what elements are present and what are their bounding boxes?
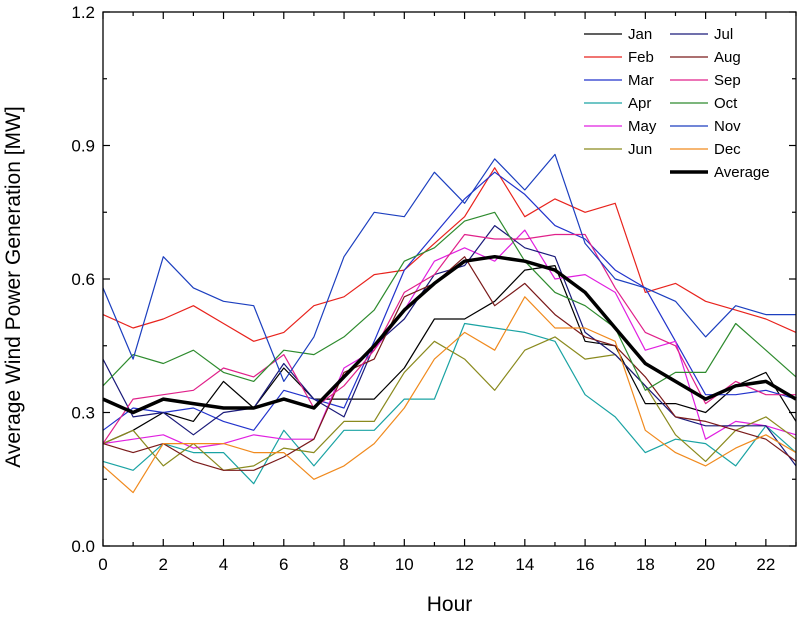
legend-label: Feb bbox=[628, 49, 654, 66]
legend-label: Jun bbox=[628, 141, 652, 158]
series-line-jun bbox=[102, 336, 797, 471]
y-axis-title: Average Wind Power Generation [MW] bbox=[2, 106, 25, 467]
legend-item-average: Average bbox=[670, 164, 770, 181]
series-line-nov bbox=[102, 153, 796, 382]
legend-label: Average bbox=[714, 164, 770, 181]
series-line-jan bbox=[102, 265, 797, 445]
series-line-average bbox=[102, 254, 797, 415]
legend-label: Jan bbox=[628, 26, 652, 43]
series-line-oct bbox=[102, 211, 797, 391]
series-layer bbox=[102, 153, 797, 494]
series-line-dec bbox=[102, 296, 797, 494]
legend: Jan Feb Mar Apr May Jun Jul Aug Sep Oct Nov Dec Aver… bbox=[584, 26, 770, 181]
legend-label: May bbox=[628, 118, 657, 135]
x-tick-label: 20 bbox=[696, 555, 715, 574]
legend-item-jul: Jul bbox=[670, 26, 733, 43]
legend-item-oct: Oct bbox=[670, 95, 738, 112]
y-tick-label: 0.6 bbox=[71, 270, 95, 289]
legend-item-feb: Feb bbox=[584, 49, 654, 66]
series-line-sep bbox=[102, 233, 796, 444]
legend-label: Aug bbox=[714, 49, 741, 66]
x-tick-label: 6 bbox=[279, 555, 288, 574]
series-line-may bbox=[102, 229, 797, 449]
y-tick-label: 0.9 bbox=[71, 137, 95, 156]
x-tick-label: 10 bbox=[395, 555, 414, 574]
legend-label: Oct bbox=[714, 95, 738, 112]
x-tick-label: 12 bbox=[455, 555, 474, 574]
legend-label: Sep bbox=[714, 72, 741, 89]
legend-item-nov: Nov bbox=[670, 118, 741, 135]
legend-item-apr: Apr bbox=[584, 95, 651, 112]
x-tick-label: 16 bbox=[576, 555, 595, 574]
legend-item-jun: Jun bbox=[584, 141, 652, 158]
legend-label: Jul bbox=[714, 26, 733, 43]
legend-item-aug: Aug bbox=[670, 49, 741, 66]
legend-label: Dec bbox=[714, 141, 741, 158]
legend-label: Nov bbox=[714, 118, 741, 135]
ticks-layer: 0 2 4 6 8 10 12 14 16 18 20 22 0.0 0.3 0.6 0.9 1.2 bbox=[71, 3, 797, 574]
y-tick-label: 0.0 bbox=[71, 537, 95, 556]
series-line-feb bbox=[102, 167, 797, 342]
legend-label: Apr bbox=[628, 95, 651, 112]
series-line-mar bbox=[102, 171, 797, 431]
legend-label: Mar bbox=[628, 72, 654, 89]
legend-item-jan: Jan bbox=[584, 26, 652, 43]
y-tick-label: 1.2 bbox=[71, 3, 95, 22]
x-tick-label: 18 bbox=[636, 555, 655, 574]
x-tick-label: 14 bbox=[515, 555, 534, 574]
legend-item-mar: Mar bbox=[584, 72, 654, 89]
series-line-aug bbox=[102, 256, 797, 471]
legend-item-may: May bbox=[584, 118, 657, 135]
x-tick-label: 22 bbox=[756, 555, 775, 574]
x-tick-label: 4 bbox=[219, 555, 228, 574]
legend-item-sep: Sep bbox=[670, 72, 741, 89]
y-tick-label: 0.3 bbox=[71, 404, 95, 423]
x-axis-title: Hour bbox=[427, 593, 473, 616]
x-tick-label: 0 bbox=[98, 555, 107, 574]
legend-item-dec: Dec bbox=[670, 141, 741, 158]
x-tick-label: 2 bbox=[159, 555, 168, 574]
x-tick-label: 8 bbox=[339, 555, 348, 574]
